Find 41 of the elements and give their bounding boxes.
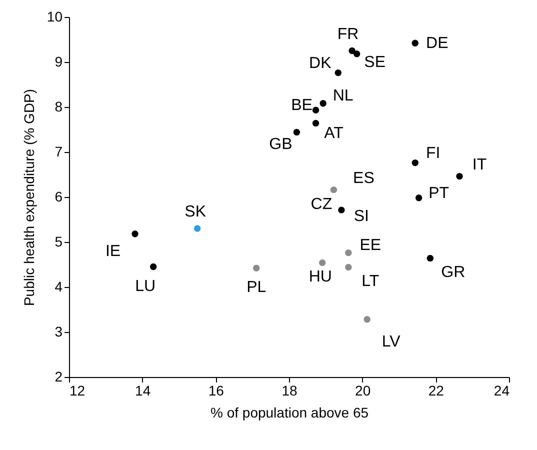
x-tick-label: 16 — [208, 382, 224, 398]
annotation: FR — [337, 26, 359, 43]
annotation: SI — [354, 208, 369, 226]
annotation: LU — [135, 278, 156, 295]
x-tick-label: 18 — [282, 382, 298, 398]
annotation: PT — [428, 184, 450, 202]
annotation: AT — [324, 125, 344, 142]
annotation: ES — [353, 170, 374, 187]
x-tick-label: 22 — [428, 382, 444, 398]
x-tick-label: 14 — [135, 382, 151, 398]
y-tick-label: 8 — [54, 98, 63, 114]
annotation: LT — [362, 273, 380, 290]
annotation: IT — [472, 156, 487, 174]
y-axis-title: Public health expenditure (% GDP) — [20, 88, 37, 306]
annotation: EE — [360, 236, 382, 254]
annotation: DE — [426, 35, 448, 52]
annotation: PL — [246, 279, 266, 296]
x-tick-label: 20 — [355, 382, 371, 398]
annotation: HU — [308, 268, 332, 286]
x-axis-title: % of population above 65 — [210, 404, 369, 420]
y-tick-label: 2 — [54, 368, 63, 384]
annotation: BE — [291, 97, 312, 114]
x-tick-label: 24 — [494, 382, 510, 398]
y-tick-label: 5 — [54, 234, 63, 250]
y-tick-label: 10 — [46, 8, 63, 24]
y-tick-label: 3 — [54, 324, 63, 340]
annotation: GB — [269, 136, 292, 154]
annotation: DK — [309, 54, 332, 72]
y-tick-label: 9 — [54, 54, 63, 70]
annotation: GR — [441, 264, 466, 282]
annotation: FI — [426, 144, 440, 162]
annotation: LV — [382, 333, 401, 350]
annotation: NL — [332, 87, 354, 104]
y-tick-label: 7 — [54, 144, 63, 160]
y-tick-label: 4 — [54, 278, 63, 294]
x-tick-label: 12 — [70, 382, 86, 398]
annotation: IE — [105, 242, 121, 260]
annotation: SE — [364, 54, 386, 71]
annotation: SK — [184, 204, 206, 220]
annotation: CZ — [310, 196, 332, 214]
y-tick-label: 6 — [54, 188, 63, 204]
